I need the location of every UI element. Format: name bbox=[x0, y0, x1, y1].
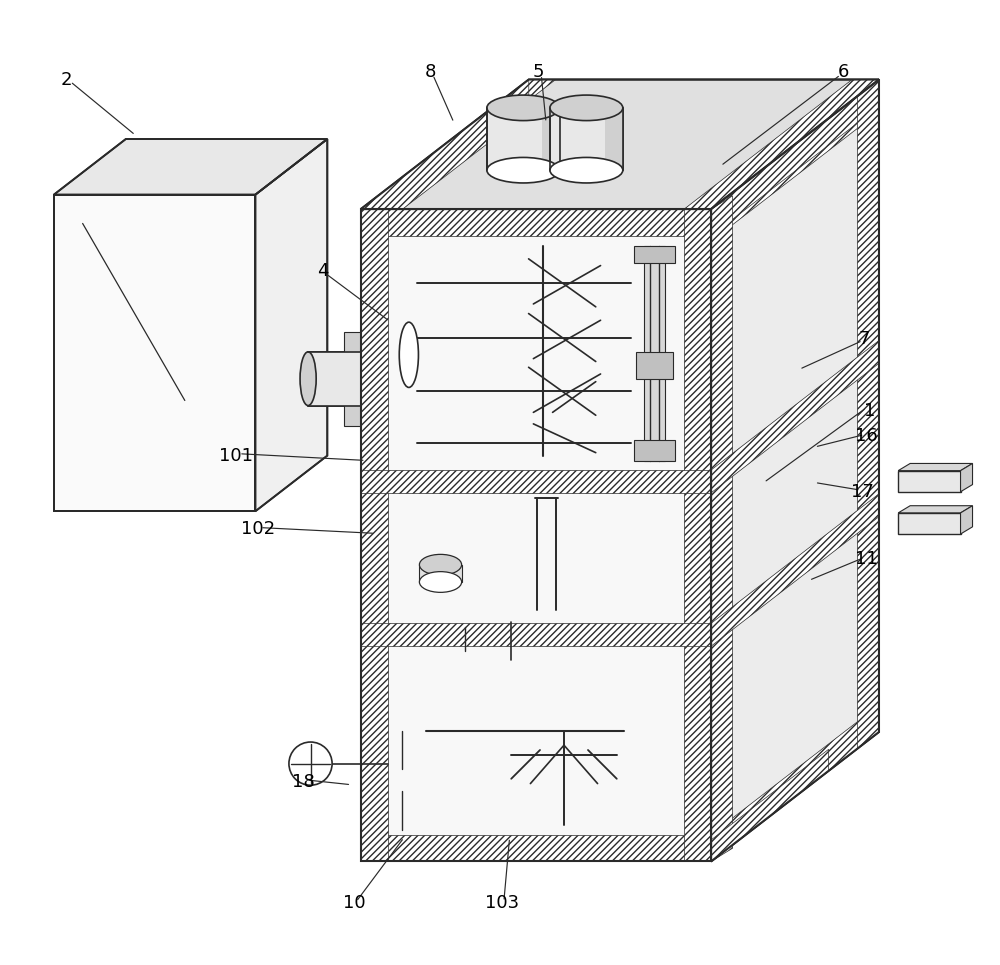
Text: 101: 101 bbox=[219, 447, 253, 464]
Polygon shape bbox=[898, 463, 973, 471]
Bar bbox=[54, 195, 255, 511]
Bar bbox=[636, 352, 673, 379]
Text: 18: 18 bbox=[292, 773, 315, 791]
Polygon shape bbox=[898, 471, 961, 492]
Polygon shape bbox=[711, 79, 879, 241]
Polygon shape bbox=[54, 139, 327, 195]
Polygon shape bbox=[361, 79, 556, 209]
Text: 1: 1 bbox=[864, 401, 875, 420]
Polygon shape bbox=[361, 79, 529, 241]
Text: 103: 103 bbox=[485, 894, 519, 912]
Polygon shape bbox=[487, 108, 560, 170]
Text: 102: 102 bbox=[241, 519, 275, 538]
Polygon shape bbox=[419, 565, 462, 582]
Bar bbox=[376, 341, 388, 416]
Polygon shape bbox=[684, 79, 879, 209]
Ellipse shape bbox=[300, 352, 316, 405]
Polygon shape bbox=[961, 463, 973, 492]
Text: 11: 11 bbox=[855, 550, 878, 568]
Polygon shape bbox=[711, 341, 879, 493]
Polygon shape bbox=[255, 139, 327, 511]
Polygon shape bbox=[550, 108, 623, 170]
Polygon shape bbox=[711, 705, 879, 862]
Polygon shape bbox=[711, 749, 829, 862]
Ellipse shape bbox=[419, 554, 462, 575]
Bar bbox=[361, 209, 388, 862]
Polygon shape bbox=[605, 108, 623, 170]
Bar bbox=[644, 245, 665, 461]
Bar bbox=[634, 245, 675, 262]
Text: 17: 17 bbox=[851, 483, 874, 501]
Text: 7: 7 bbox=[859, 330, 870, 347]
Ellipse shape bbox=[419, 571, 462, 593]
Text: 5: 5 bbox=[533, 63, 544, 81]
Polygon shape bbox=[361, 79, 879, 209]
Text: 2: 2 bbox=[61, 70, 72, 89]
Ellipse shape bbox=[487, 157, 560, 183]
Polygon shape bbox=[857, 79, 879, 749]
Ellipse shape bbox=[487, 96, 560, 121]
Text: 10: 10 bbox=[343, 894, 365, 912]
Text: 8: 8 bbox=[425, 63, 437, 81]
Bar bbox=[684, 209, 711, 862]
Text: 4: 4 bbox=[317, 262, 328, 281]
Bar bbox=[361, 209, 711, 862]
Polygon shape bbox=[898, 506, 973, 513]
Bar bbox=[361, 470, 711, 493]
Bar bbox=[344, 332, 361, 426]
Ellipse shape bbox=[289, 742, 332, 786]
Ellipse shape bbox=[399, 322, 418, 387]
Bar bbox=[361, 623, 711, 647]
Polygon shape bbox=[711, 79, 879, 235]
Bar bbox=[634, 440, 675, 461]
Polygon shape bbox=[711, 79, 879, 862]
Bar bbox=[361, 835, 711, 862]
Polygon shape bbox=[711, 494, 879, 647]
Polygon shape bbox=[308, 352, 388, 405]
Bar bbox=[361, 209, 711, 235]
Ellipse shape bbox=[550, 96, 623, 121]
Text: 6: 6 bbox=[838, 63, 849, 81]
Polygon shape bbox=[898, 513, 961, 534]
Ellipse shape bbox=[550, 157, 623, 183]
Text: 16: 16 bbox=[855, 427, 878, 446]
Polygon shape bbox=[542, 108, 560, 170]
Polygon shape bbox=[961, 506, 973, 534]
Polygon shape bbox=[711, 196, 733, 862]
